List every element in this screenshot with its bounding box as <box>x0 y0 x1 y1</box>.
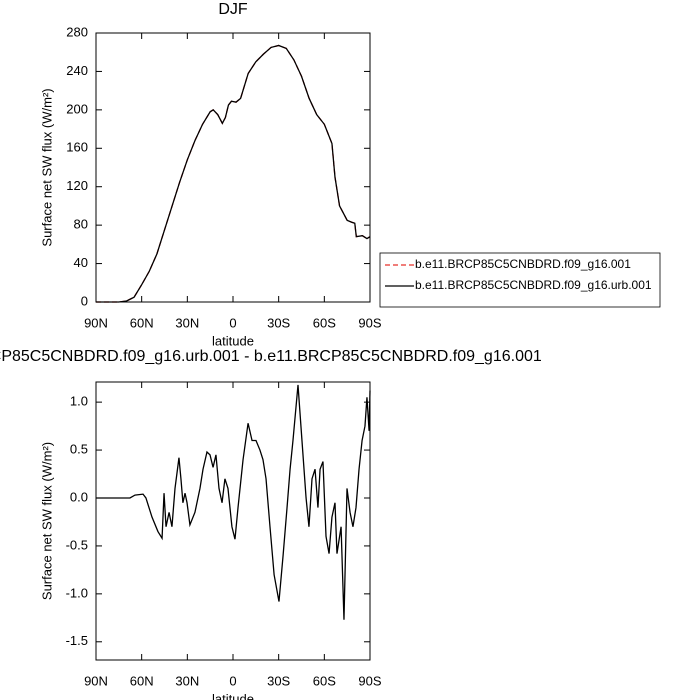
y-axis-label: Surface net SW flux (W/m²) <box>39 442 54 600</box>
chart-title: DJF <box>218 1 248 18</box>
plot-frame <box>95 381 371 661</box>
chart-title: b.e11.BRCP85C5CNBDRD.f09_g16.urb.001 - b… <box>0 348 542 365</box>
x-tick-label: 60N <box>130 315 154 330</box>
y-tick-label: -0.5 <box>66 537 88 552</box>
y-tick-label: 80 <box>74 217 88 232</box>
x-tick-label: 60S <box>313 673 336 688</box>
x-tick-label: 60N <box>130 673 154 688</box>
x-tick-label: 30S <box>267 315 290 330</box>
x-tick-label: 90N <box>84 673 108 688</box>
y-axis-label: Surface net SW flux (W/m²) <box>39 88 54 246</box>
legend-label: b.e11.BRCP85C5CNBDRD.f09_g16.urb.001 <box>415 278 652 292</box>
data-line <box>96 384 371 620</box>
legend-box <box>379 252 661 308</box>
x-axis-label: latitude <box>212 333 254 348</box>
x-axis-label: latitude <box>212 691 254 700</box>
x-tick-label: 30S <box>267 673 290 688</box>
x-tick-label: 0 <box>229 673 236 688</box>
data-line <box>96 44 371 303</box>
y-tick-label: -1.0 <box>66 585 88 600</box>
y-tick-label: 0.0 <box>70 489 88 504</box>
y-tick-label: -1.5 <box>66 633 88 648</box>
x-tick-label: 0 <box>229 315 236 330</box>
y-tick-label: 40 <box>74 255 88 270</box>
y-tick-label: 280 <box>66 24 88 39</box>
data-line <box>96 44 371 303</box>
plot-frame <box>95 32 371 303</box>
x-tick-label: 90S <box>358 673 381 688</box>
y-tick-label: 0.5 <box>70 441 88 456</box>
x-tick-label: 30N <box>175 673 199 688</box>
x-tick-label: 90N <box>84 315 108 330</box>
y-tick-label: 160 <box>66 140 88 155</box>
x-tick-label: 30N <box>175 315 199 330</box>
y-tick-label: 0 <box>81 293 88 308</box>
y-tick-label: 1.0 <box>70 394 88 409</box>
x-tick-label: 90S <box>358 315 381 330</box>
legend-label: b.e11.BRCP85C5CNBDRD.f09_g16.001 <box>415 257 631 271</box>
x-tick-label: 60S <box>313 315 336 330</box>
y-tick-label: 240 <box>66 63 88 78</box>
y-tick-label: 120 <box>66 178 88 193</box>
y-tick-label: 200 <box>66 101 88 116</box>
